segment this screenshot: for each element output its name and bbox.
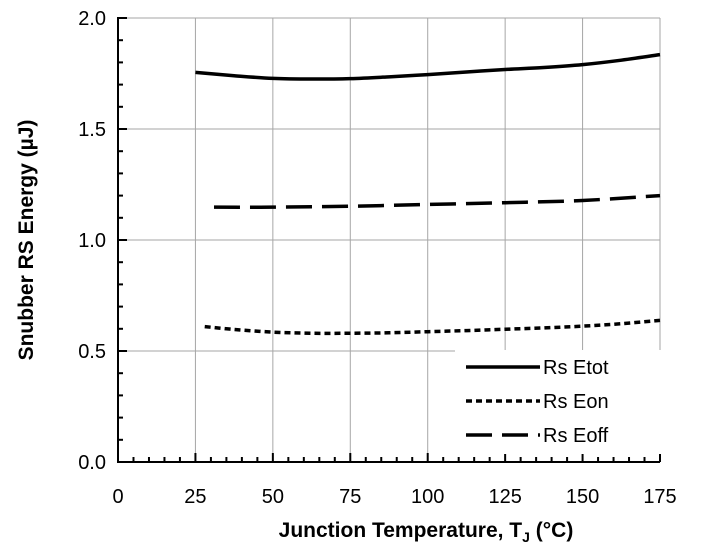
x-tick-label: 175	[643, 486, 676, 508]
series-line-rs-etot	[195, 52, 661, 81]
ticks	[117, 17, 661, 463]
x-tick-label: 25	[184, 486, 206, 508]
y-tick-label: 0.0	[78, 452, 106, 474]
legend-label-rs-eoff: Rs Eoff	[543, 425, 609, 447]
x-tick-label: 0	[112, 486, 123, 508]
tick-labels: 0 25 50 75 100 125 150 175 0.0 0.5 1.0 1.5 2.0	[78, 8, 677, 508]
legend-label-rs-etot: Rs Etot	[543, 357, 609, 379]
y-tick-label: 1.5	[78, 119, 106, 141]
legend: Rs Etot Rs Eon Rs Eoff	[455, 350, 668, 454]
y-axis-title: Snubber RS Energy (µJ)	[15, 120, 38, 361]
x-tick-label: 150	[566, 486, 599, 508]
x-tick-label: 75	[339, 486, 361, 508]
y-tick-label: 0.5	[78, 341, 106, 363]
series-line-rs-eon	[204, 318, 661, 336]
y-tick-label: 2.0	[78, 8, 106, 30]
y-tick-label: 1.0	[78, 230, 106, 252]
x-tick-label: 50	[262, 486, 284, 508]
x-tick-label: 100	[411, 486, 444, 508]
x-axis-title: Junction Temperature, TJ (°C)	[279, 519, 574, 545]
x-tick-label: 125	[488, 486, 521, 508]
grid	[118, 17, 661, 462]
legend-label-rs-eon: Rs Eon	[543, 391, 609, 413]
series-layer	[195, 52, 661, 336]
series-line-rs-eoff	[214, 193, 661, 209]
